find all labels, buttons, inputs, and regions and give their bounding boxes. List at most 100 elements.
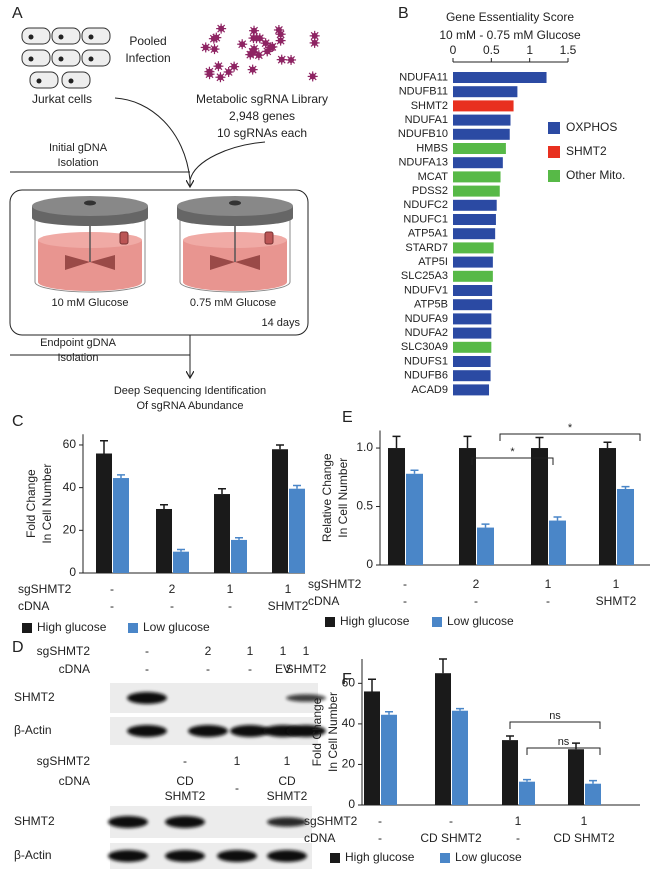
lane-label: CD [176,774,194,788]
cell [21,27,51,45]
bar [452,710,468,805]
cell-nucleus [58,56,64,62]
category-label: PDSS2 [412,185,448,197]
row-label: sgSHMT2 [304,814,358,828]
lane-label: CD [278,774,296,788]
x-tick-label: - [378,814,382,828]
category-label: ACAD9 [411,384,448,396]
vessel-probe [119,231,129,245]
readout-label: Of sgRNA Abundance [136,400,243,412]
x-tick-label: 2 [169,582,176,596]
bar [453,299,493,311]
y-tick-label: 40 [342,716,356,730]
x-tick-label: - [170,599,174,613]
bar [585,783,601,805]
bar [381,714,397,805]
vessel-liquid [38,240,142,291]
error-bar [506,735,514,741]
sgrna [239,41,246,48]
bar [453,86,518,98]
error-bar [218,487,226,495]
cell [81,27,111,45]
bar [406,473,423,565]
x-tick-label: 1.5 [560,43,577,57]
lane-label: - [248,662,252,676]
error-bar [177,548,185,552]
bar [156,508,172,573]
bar [549,520,566,565]
error-bar [603,441,612,449]
y-tick-label: 0 [366,557,373,571]
cell-nucleus [58,34,64,40]
row-label: sgSHMT2 [18,582,72,596]
bar [453,114,511,126]
sgrna [269,43,276,50]
x-tick-label: - [474,594,478,608]
sgrna [218,25,225,32]
blot-band [165,816,205,828]
category-label: NDUFS1 [404,355,448,367]
blot-band [230,725,270,737]
row-label: cDNA [308,594,339,608]
y-tick-label: 1.0 [356,440,373,454]
cell [29,71,59,89]
lane-label: - [206,662,210,676]
y-tick-label: 20 [342,757,356,771]
lane-label: SHMT2 [267,789,308,803]
duration-label: 14 days [261,317,300,329]
condition-label: 10 mM Glucose [51,297,128,309]
step-label: Isolation [58,157,99,169]
x-tick-label: - [546,594,550,608]
category-label: NDUFA13 [398,157,448,169]
lane-label: 1 [284,754,291,768]
bar [453,157,503,169]
legend-swatch [548,146,560,158]
blot-band [267,850,307,862]
culture-vessels [32,196,293,293]
bar [459,448,476,565]
bar [453,313,492,325]
sgrna [255,52,262,59]
bar [435,673,451,805]
bar [568,749,584,805]
category-label: ATP5B [414,299,448,311]
category-label: HMBS [416,142,448,154]
chart-subtitle: 10 mM - 0.75 mM Glucose [439,28,581,42]
chart-title: Gene Essentiality Score [446,10,574,24]
panel-letter: F [342,671,352,688]
legend-label: High glucose [345,850,415,864]
significance-label: * [510,446,515,458]
x-tick-label: 1 [526,43,533,57]
bar [519,781,535,805]
blot-band [217,850,257,862]
category-label: NDUFB6 [404,370,448,382]
significance-bracket [509,721,601,729]
bar [453,100,514,112]
bar [214,494,230,573]
significance-label: * [568,422,573,434]
bar [272,449,288,573]
category-label: ATP5A1 [408,228,448,240]
category-label: STARD7 [405,242,448,254]
error-bar [589,779,597,784]
blot-band [286,725,326,737]
bar [453,327,492,339]
sgrna [213,34,220,41]
vessel-knob [84,200,96,206]
cell-nucleus [28,56,34,62]
category-label: NDUFA11 [399,71,448,83]
sgrna [262,40,269,47]
sgrna [231,63,238,70]
sgrna [202,44,209,51]
panel-letter: A [12,5,23,22]
band-label: β-Actin [14,848,52,862]
lane-label: - [145,662,149,676]
x-tick-label: SHMT2 [268,599,309,613]
cell-label: Jurkat cells [32,92,92,106]
vessel-knob [229,200,241,206]
bar [453,356,491,367]
vessel-probe [264,231,274,245]
legend-label: Low glucose [143,620,210,634]
y-tick-label: 20 [63,522,77,536]
